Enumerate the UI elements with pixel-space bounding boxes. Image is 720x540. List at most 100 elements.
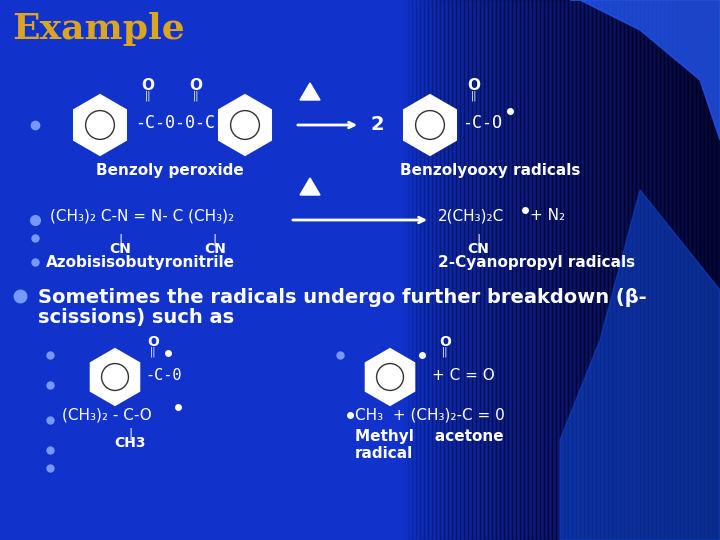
Bar	[612, 0, 616, 540]
Text: -C-O: -C-O	[462, 114, 502, 132]
Bar	[560, 0, 564, 540]
Text: CN: CN	[467, 242, 489, 256]
Bar	[660, 0, 664, 540]
Bar	[696, 0, 700, 540]
Bar	[692, 0, 696, 540]
Text: 2: 2	[370, 116, 384, 134]
Bar	[480, 0, 484, 540]
Bar	[492, 0, 496, 540]
Text: O: O	[439, 335, 451, 349]
Bar	[688, 0, 692, 540]
Bar	[580, 0, 584, 540]
Bar	[460, 0, 464, 540]
Text: 2-Cyanopropyl radicals: 2-Cyanopropyl radicals	[438, 254, 635, 269]
Text: ||: ||	[193, 91, 199, 101]
Bar	[648, 0, 652, 540]
Bar	[428, 0, 432, 540]
Text: O: O	[147, 335, 159, 349]
Text: Azobisisobutyronitrile: Azobisisobutyronitrile	[46, 254, 235, 269]
Bar	[584, 0, 588, 540]
Text: Example: Example	[12, 12, 185, 46]
Text: -C-0: -C-0	[145, 368, 181, 382]
Bar	[452, 0, 456, 540]
Text: ||: ||	[145, 91, 151, 101]
Bar	[640, 0, 644, 540]
Polygon shape	[366, 349, 414, 405]
Bar	[532, 0, 536, 540]
Bar	[524, 0, 528, 540]
Bar	[416, 0, 420, 540]
Bar	[628, 0, 632, 540]
Bar	[672, 0, 676, 540]
Text: Benzolyooxy radicals: Benzolyooxy radicals	[400, 163, 580, 178]
Bar	[652, 0, 656, 540]
Bar	[400, 0, 404, 540]
Bar	[708, 0, 712, 540]
Bar	[680, 0, 684, 540]
Bar	[616, 0, 620, 540]
Text: CH3: CH3	[114, 436, 145, 450]
Bar	[632, 0, 636, 540]
Bar	[408, 0, 412, 540]
Text: ||: ||	[442, 347, 449, 357]
Bar	[576, 0, 580, 540]
Text: |: |	[476, 233, 480, 246]
Circle shape	[86, 111, 114, 139]
Polygon shape	[300, 83, 320, 100]
Bar	[448, 0, 452, 540]
Text: Methyl    acetone: Methyl acetone	[355, 429, 503, 443]
Polygon shape	[300, 178, 320, 195]
Text: O: O	[142, 78, 155, 93]
Bar	[444, 0, 448, 540]
Bar	[468, 0, 472, 540]
Bar	[624, 0, 628, 540]
Bar	[596, 0, 600, 540]
Text: radical: radical	[355, 446, 413, 461]
Bar	[440, 0, 444, 540]
Bar	[568, 0, 572, 540]
Bar	[536, 0, 540, 540]
Bar	[684, 0, 688, 540]
Text: |: |	[118, 233, 122, 246]
Bar	[716, 0, 720, 540]
Bar	[464, 0, 468, 540]
Bar	[540, 0, 544, 540]
Text: -C-0-0-C-: -C-0-0-C-	[135, 114, 225, 132]
Text: CN: CN	[204, 242, 226, 256]
Bar	[592, 0, 596, 540]
Bar	[512, 0, 516, 540]
Text: ||: ||	[150, 347, 156, 357]
Text: Sometimes the radicals undergo further breakdown (β-: Sometimes the radicals undergo further b…	[38, 288, 647, 307]
Text: |: |	[213, 233, 217, 246]
Bar	[528, 0, 532, 540]
Bar	[404, 0, 408, 540]
Bar	[564, 0, 568, 540]
Bar	[712, 0, 716, 540]
Bar	[456, 0, 460, 540]
Polygon shape	[91, 349, 139, 405]
Bar	[600, 0, 604, 540]
Bar	[496, 0, 500, 540]
Bar	[644, 0, 648, 540]
Circle shape	[230, 111, 259, 139]
Bar	[516, 0, 520, 540]
Bar	[572, 0, 576, 540]
Text: Benzoly peroxide: Benzoly peroxide	[96, 163, 244, 178]
Circle shape	[415, 111, 444, 139]
Bar	[552, 0, 556, 540]
Bar	[620, 0, 624, 540]
Bar	[676, 0, 680, 540]
Text: 2(CH₃)₂C: 2(CH₃)₂C	[438, 208, 504, 224]
Polygon shape	[560, 190, 720, 540]
Text: |: |	[128, 427, 132, 440]
Bar	[656, 0, 660, 540]
Text: CH₃  + (CH₃)₂-C = 0: CH₃ + (CH₃)₂-C = 0	[355, 408, 505, 422]
Text: O: O	[467, 78, 480, 93]
Bar	[700, 0, 704, 540]
Bar	[436, 0, 440, 540]
Bar	[420, 0, 424, 540]
Bar	[664, 0, 668, 540]
Text: + N₂: + N₂	[530, 208, 565, 224]
Bar	[604, 0, 608, 540]
Bar	[608, 0, 612, 540]
